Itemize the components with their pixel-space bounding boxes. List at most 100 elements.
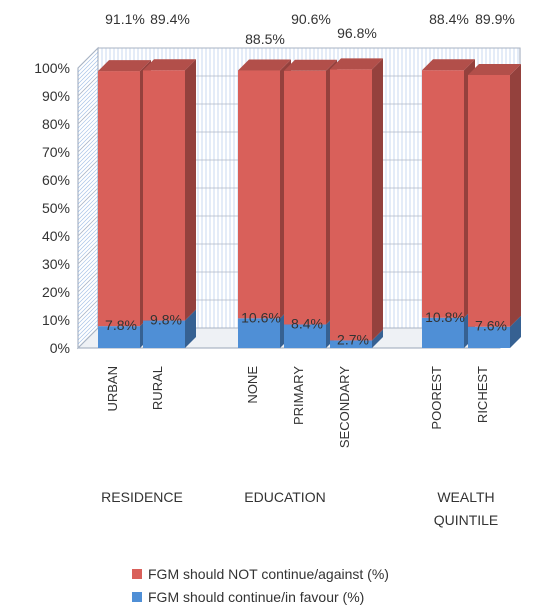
side-hatch [77, 135, 99, 157]
side-hatch [77, 211, 99, 233]
bar-front-poorest [422, 70, 464, 318]
legend-label-favour: FGM should continue/in favour (%) [148, 589, 365, 605]
side-hatch [77, 203, 99, 225]
side-hatch [77, 167, 99, 189]
side-hatch [77, 147, 99, 169]
bar-front-poorest [422, 317, 464, 348]
side-hatch [77, 227, 99, 249]
y-axis: 0% 10% 20% 30% 40% 50% 60% 70% 80% 90% 100% [34, 60, 70, 356]
side-hatch [77, 307, 99, 329]
bar-front-none [238, 70, 280, 319]
category-label-rural: RURAL [150, 366, 165, 410]
side-hatch [77, 91, 99, 113]
side-hatch [77, 87, 99, 109]
side-hatch [77, 231, 99, 253]
y-tick-label: 70% [42, 144, 70, 160]
bar-front-primary [284, 324, 326, 348]
side-hatch [77, 115, 99, 137]
side-hatch [77, 83, 99, 105]
side-hatch [77, 51, 99, 73]
side-hatch [77, 99, 99, 121]
side-hatch [77, 315, 99, 337]
bar-side-rural [185, 59, 196, 321]
bar-front-richest [468, 326, 510, 348]
side-hatch [77, 207, 99, 229]
side-hatch [77, 303, 99, 325]
side-hatch [77, 123, 99, 145]
bar-front-urban [98, 71, 140, 327]
side-hatch [77, 95, 99, 117]
side-hatch [77, 179, 99, 201]
group-label-line: WEALTH [437, 489, 494, 505]
side-hatch [77, 263, 99, 285]
bar-top-rural [143, 59, 196, 71]
data-label-favour: 10.6% [241, 309, 281, 325]
side-hatch [77, 119, 99, 141]
bar-top-poorest [422, 59, 475, 71]
side-hatch [77, 183, 99, 205]
bar-front-urban [98, 326, 140, 348]
bar-front-secondary [330, 69, 372, 341]
side-hatch [77, 171, 99, 193]
side-hatch [77, 127, 99, 149]
category-label-richest: RICHEST [475, 366, 490, 423]
side-hatch [77, 311, 99, 333]
bar-front-rural [143, 320, 185, 348]
bar-side-rural [185, 309, 196, 348]
side-hatch [77, 287, 99, 309]
bar-front-secondary [330, 340, 372, 348]
side-hatch [77, 191, 99, 213]
y-tick-label: 10% [42, 312, 70, 328]
category-label-urban: URBAN [105, 366, 120, 412]
data-label-favour: 9.8% [150, 312, 182, 328]
bar-front-none [238, 318, 280, 348]
side-hatch [77, 279, 99, 301]
category-label-none: NONE [245, 366, 260, 404]
side-hatch [77, 139, 99, 161]
y-tick-label: 20% [42, 284, 70, 300]
side-hatch [77, 107, 99, 129]
side-hatch [77, 111, 99, 133]
y-tick-label: 100% [34, 60, 70, 76]
category-label-primary: PRIMARY [291, 366, 306, 425]
bar-side-secondary [372, 58, 383, 341]
side-hatch [77, 223, 99, 245]
data-label-favour: 2.7% [337, 331, 369, 347]
y-tick-label: 40% [42, 228, 70, 244]
data-label-favour: 8.4% [291, 315, 323, 331]
y-tick-label: 50% [42, 200, 70, 216]
top-value-labels: 91.1% 89.4% 88.5% 90.6% 96.8% 88.4% 89.9% [105, 11, 515, 47]
side-hatch [77, 71, 99, 93]
data-label-favour: 7.8% [105, 317, 137, 333]
group-label-education: EDUCATION [244, 489, 325, 505]
data-label-favour: 10.8% [425, 309, 465, 325]
side-hatch [77, 219, 99, 241]
side-hatch [77, 195, 99, 217]
y-tick-label: 90% [42, 88, 70, 104]
y-tick-label: 0% [50, 340, 70, 356]
category-label-poorest: POOREST [429, 366, 444, 430]
side-hatch [77, 79, 99, 101]
side-hatch [77, 155, 99, 177]
data-label-against: 91.1% [105, 11, 145, 27]
side-hatch [77, 251, 99, 273]
data-label-against: 96.8% [337, 25, 377, 41]
bar-front-primary [284, 70, 326, 325]
gridline [77, 47, 520, 69]
data-label-against: 89.4% [150, 11, 190, 27]
side-hatch [77, 239, 99, 261]
legend-item-against: FGM should NOT continue/against (%) [132, 566, 389, 582]
side-hatch [77, 175, 99, 197]
side-hatch [77, 291, 99, 313]
group-labels: RESIDENCE EDUCATION WEALTH QUINTILE [101, 489, 498, 528]
bar-side-richest [510, 315, 521, 348]
bar-top-richest [468, 64, 521, 75]
side-hatch [77, 255, 99, 277]
side-hatch [77, 259, 99, 281]
legend-swatch-favour [132, 592, 142, 602]
side-hatch [77, 67, 99, 89]
bar-side-richest [510, 64, 521, 327]
group-label-line: QUINTILE [434, 512, 499, 528]
legend-label-against: FGM should NOT continue/against (%) [148, 566, 389, 582]
side-hatch [77, 151, 99, 173]
